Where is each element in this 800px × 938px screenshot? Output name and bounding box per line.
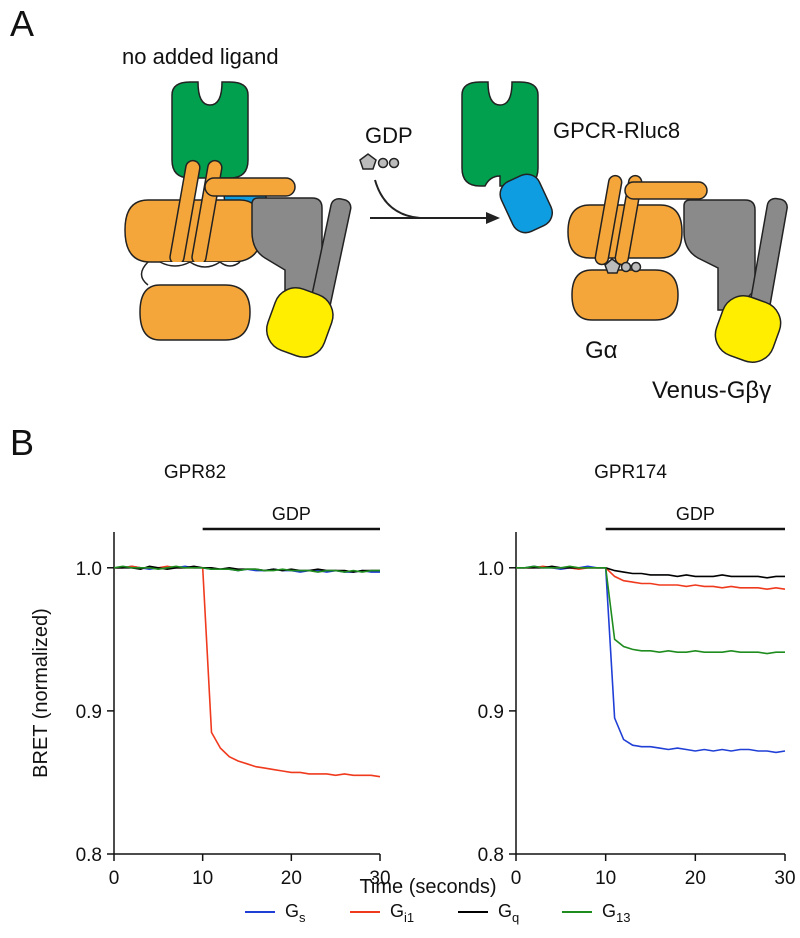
g-alpha-helical (139, 284, 251, 341)
x-tick-label: 10 (595, 868, 616, 889)
y-tick-label: 1.0 (76, 559, 102, 580)
x-tick-label: 10 (192, 868, 213, 889)
diagram-label: GPCR-Rluc8 (553, 118, 680, 143)
g-beta (251, 197, 323, 311)
x-tick-label: 30 (774, 868, 795, 889)
y-tick-label: 0.9 (76, 702, 102, 723)
y-axis-label: BRET (normalized) (30, 608, 52, 778)
helix (624, 181, 708, 200)
diagram-label: Venus-Gβγ (652, 377, 771, 404)
g-alpha-helical (571, 269, 679, 321)
series-line (113, 565, 380, 573)
gdp-phosphate (388, 157, 400, 169)
x-tick-label: 20 (281, 868, 302, 889)
receptor (461, 81, 539, 187)
y-tick-label: 1.0 (478, 559, 504, 580)
panel-label: B (10, 422, 34, 463)
chart-title: GPR174 (594, 462, 667, 483)
x-tick-label: 20 (685, 868, 706, 889)
diagram-label: GDP (365, 123, 413, 148)
y-tick-label: 0.9 (478, 702, 504, 723)
venus (265, 287, 334, 358)
y-tick-label: 0.8 (76, 845, 102, 866)
arrow-curve (374, 179, 421, 219)
series-line (114, 565, 381, 778)
helix (594, 174, 623, 266)
luciferase (499, 173, 554, 234)
annotation-label: GDP (676, 504, 715, 524)
series-line (516, 565, 785, 655)
legend-label: Gi1 (390, 901, 414, 925)
gdp-phosphate (630, 261, 642, 273)
diagram-label: Gα (585, 337, 618, 364)
arrow-head (486, 212, 500, 224)
series-line (516, 565, 786, 591)
g-beta (683, 199, 756, 311)
pocket (159, 261, 241, 268)
gdp-pentagon (604, 258, 621, 274)
x-tick-label: 0 (109, 868, 120, 889)
linker (140, 261, 149, 286)
legend-label: Gs (285, 901, 306, 925)
gdp-pentagon (359, 153, 377, 170)
venus (714, 295, 782, 363)
series-line (516, 565, 786, 754)
x-axis-label: Time (seconds) (359, 876, 496, 898)
gdp-phosphate (377, 157, 389, 169)
gdp-phosphate (620, 261, 632, 273)
legend-label: G13 (602, 901, 630, 925)
helix (204, 177, 296, 197)
diagram-label: no added ligand (122, 44, 279, 69)
x-tick-label: 0 (511, 868, 522, 889)
chart-title: GPR82 (164, 462, 226, 483)
y-tick-label: 0.8 (478, 845, 504, 866)
diagram: no added ligand GDP GPCR-Rluc8 Gα Venus-… (122, 44, 788, 404)
x-tick-label: 30 (369, 868, 390, 889)
annotation-label: GDP (272, 504, 311, 524)
panel-label: A (10, 3, 34, 44)
legend-label: Gq (498, 901, 519, 925)
